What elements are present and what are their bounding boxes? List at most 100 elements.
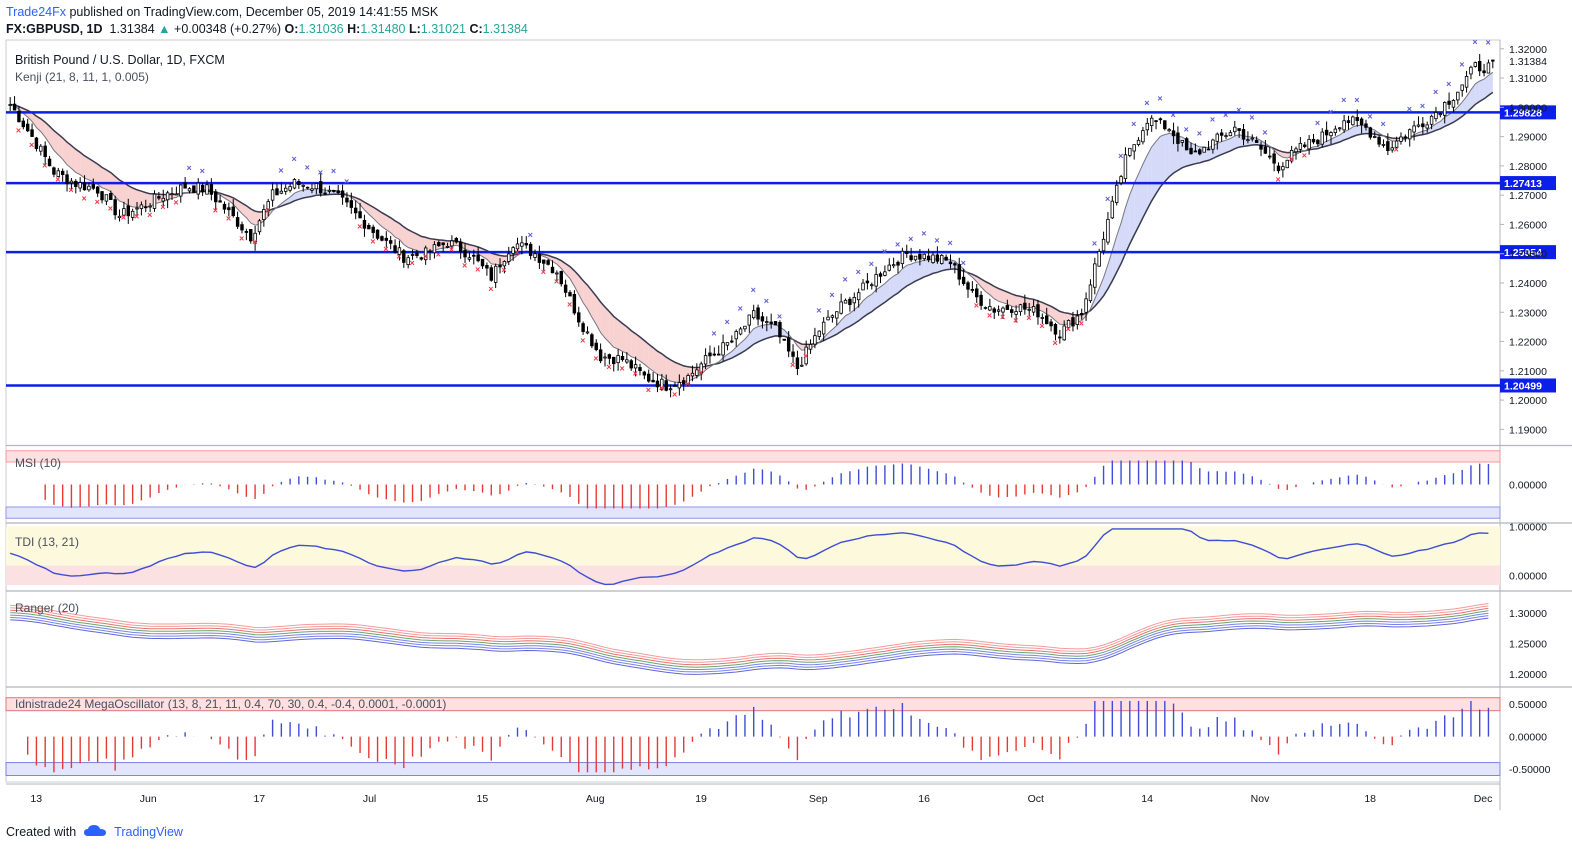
tradingview-brand[interactable]: TradingView (114, 825, 183, 839)
candle (1066, 319, 1071, 330)
candle (69, 177, 74, 190)
buy-cross-marker: × (1197, 128, 1202, 138)
candle (515, 237, 520, 254)
candle-body (82, 182, 87, 191)
candle (1386, 133, 1390, 156)
kenji-band (661, 353, 667, 379)
kenji-band (1357, 125, 1362, 136)
time-tick-label: 18 (1364, 793, 1376, 805)
kenji-band (666, 357, 671, 382)
candle-body (135, 207, 139, 210)
candle-body (716, 353, 721, 356)
candle-body (843, 299, 848, 304)
kenji-band (137, 189, 142, 208)
sell-cross-marker: × (1394, 145, 1399, 155)
candle-body (179, 184, 183, 197)
sell-cross-marker: × (698, 368, 703, 378)
price-tick-label: 1.20000 (1509, 395, 1547, 407)
candle-body (660, 378, 664, 391)
candle-body (69, 180, 74, 184)
candle (861, 279, 865, 291)
candle (1477, 54, 1482, 77)
candle-body (362, 219, 367, 229)
candle (227, 202, 231, 217)
sell-cross-marker: × (449, 245, 454, 255)
candle-body (520, 242, 524, 247)
kenji-band (1352, 125, 1358, 137)
sell-cross-marker: × (436, 249, 441, 259)
candle-body (1014, 311, 1018, 315)
candle (104, 194, 109, 206)
candle-body (542, 259, 546, 264)
candle (1482, 63, 1486, 77)
candle-body (419, 257, 424, 260)
buy-cross-marker: × (1433, 87, 1438, 97)
candle-body (625, 359, 629, 363)
candle (1023, 294, 1027, 315)
candle-body (524, 242, 528, 246)
candle (1167, 127, 1171, 133)
candle-body (288, 186, 292, 191)
candle-body (227, 207, 231, 211)
candle-body (345, 197, 349, 203)
buy-cross-marker: × (1092, 238, 1097, 248)
candle (240, 221, 244, 234)
pane-tick-label: -0.50000 (1509, 764, 1551, 776)
candle (1228, 130, 1233, 137)
candle-body (65, 174, 69, 185)
kenji-band (784, 329, 789, 338)
candle-body (909, 255, 913, 261)
candle (1311, 133, 1316, 145)
candle (808, 339, 813, 354)
candle (703, 348, 708, 370)
candle-body (756, 307, 760, 320)
candle-body (161, 197, 165, 202)
candle-body (235, 217, 240, 227)
price-tick-label: 1.26000 (1509, 219, 1547, 231)
sell-cross-marker: × (974, 301, 979, 311)
kenji-band (631, 330, 636, 359)
candle (284, 184, 288, 195)
ranger-band-line (10, 603, 1489, 661)
candle (546, 258, 550, 266)
candle-body (1456, 91, 1460, 101)
ranger-band-line (10, 605, 1489, 663)
kenji-band (1177, 136, 1183, 171)
kenji-band (998, 288, 1003, 303)
candle-body (1237, 128, 1241, 131)
candle (1241, 123, 1246, 146)
candle-body (1268, 155, 1272, 158)
kenji-band (491, 253, 496, 265)
candle-body (441, 242, 445, 246)
candle-body (1373, 136, 1377, 138)
candle (353, 200, 358, 220)
footer: Created with TradingView (6, 824, 183, 839)
kenji-band (639, 337, 645, 365)
candle (332, 189, 336, 193)
kenji-band (49, 126, 54, 151)
candle-body (1163, 120, 1167, 130)
candle (524, 236, 528, 249)
candle (1298, 136, 1303, 153)
kenji-band (80, 152, 85, 179)
candle-body (1018, 304, 1023, 313)
candle-body (861, 282, 865, 291)
sell-cross-marker: × (82, 194, 87, 204)
low-value: 1.31021 (420, 22, 466, 36)
candle-body (104, 194, 109, 202)
kenji-band (762, 324, 767, 341)
publisher-name[interactable]: Trade24Fx (6, 5, 66, 19)
candle-body (187, 188, 192, 192)
sell-cross-marker: × (252, 237, 257, 247)
candle-body (472, 254, 476, 257)
candle (39, 143, 43, 156)
candle-body (931, 254, 935, 263)
candle-body (275, 188, 279, 196)
candle-body (1219, 132, 1224, 136)
candle (327, 185, 332, 194)
kenji-band (906, 264, 912, 286)
kenji-band (858, 300, 864, 321)
ranger-band-line (10, 612, 1489, 670)
candle-body (817, 330, 822, 337)
